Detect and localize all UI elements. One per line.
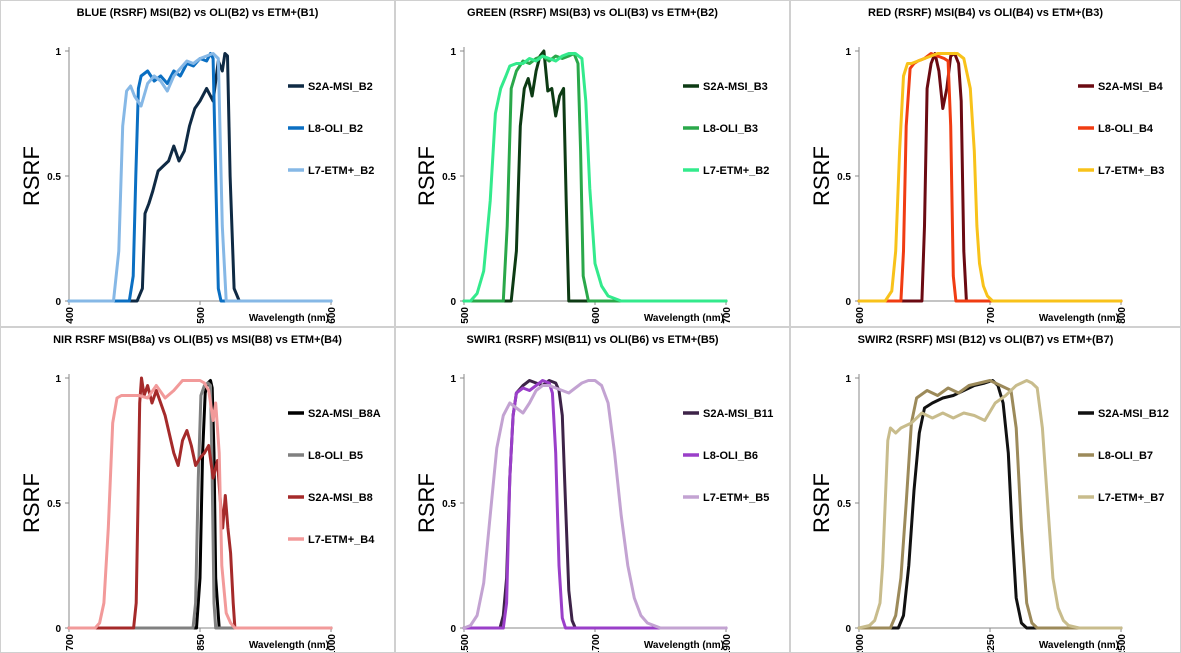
series-line <box>67 376 333 630</box>
series-line <box>462 379 728 630</box>
x-axis-label: Wavelength (nm) <box>249 640 329 651</box>
y-tick-label: 0 <box>450 297 456 308</box>
y-tick-label: 1 <box>845 374 851 385</box>
x-axis-label: Wavelength (nm) <box>1039 313 1119 324</box>
legend-label: S2A-MSI_B12 <box>1098 408 1169 420</box>
legend-label: S2A-MSI_B3 <box>703 81 768 93</box>
y-tick-label: 0 <box>55 624 61 635</box>
series-line <box>857 379 1123 630</box>
legend-label: L8-OLI_B2 <box>308 123 363 135</box>
x-tick-label: 1000 <box>327 634 338 652</box>
legend-label: L8-OLI_B3 <box>703 123 758 135</box>
chart-panel: GREEN (RSRF) MSI(B3) vs OLI(B3) vs ETM+(… <box>395 0 790 327</box>
series-line <box>67 52 333 303</box>
series-line <box>462 52 728 303</box>
legend-label: L7-ETM+_B5 <box>703 492 769 504</box>
x-tick-label: 2500 <box>1117 634 1128 652</box>
legend-label: L7-ETM+_B2 <box>308 165 374 177</box>
y-tick-label: 1 <box>450 374 456 385</box>
series-line <box>857 52 1123 303</box>
x-axis-label: Wavelength (nm) <box>249 313 329 324</box>
x-tick-label: 600 <box>591 307 602 324</box>
chart-title: GREEN (RSRF) MSI(B3) vs OLI(B3) vs ETM+(… <box>467 7 718 19</box>
x-tick-label: 700 <box>722 307 733 324</box>
x-axis-label: Wavelength (nm) <box>644 313 724 324</box>
legend-label: L8-OLI_B7 <box>1098 450 1153 462</box>
x-axis-label: Wavelength (nm) <box>644 640 724 651</box>
series-line <box>857 52 1123 303</box>
y-tick-label: 0.5 <box>837 499 851 510</box>
legend-label: S2A-MSI_B11 <box>703 408 773 420</box>
chart-panel: SWIR2 (RSRF) MSI (B12) vs OLI(B7) vs ETM… <box>790 327 1181 653</box>
chart-title: SWIR1 (RSRF) MSI(B11) vs OLI(B6) vs ETM+… <box>466 334 719 346</box>
y-tick-label: 1 <box>450 47 456 58</box>
chart-panel: SWIR1 (RSRF) MSI(B11) vs OLI(B6) vs ETM+… <box>395 327 790 653</box>
series-line <box>462 52 728 303</box>
chart-title: SWIR2 (RSRF) MSI (B12) vs OLI(B7) vs ETM… <box>857 334 1114 346</box>
series-line <box>857 379 1123 630</box>
series-line <box>462 379 728 630</box>
y-tick-label: 0.5 <box>47 172 61 183</box>
chart-panel: BLUE (RSRF) MSI(B2) vs OLI(B2) vs ETM+(B… <box>0 0 395 327</box>
series-line <box>67 52 333 303</box>
y-tick-label: 0.5 <box>47 499 61 510</box>
legend-label: L8-OLI_B6 <box>703 450 758 462</box>
chart-title: RED (RSRF) MSI(B4) vs OLI(B4) vs ETM+(B3… <box>868 7 1103 19</box>
series-line <box>67 52 333 303</box>
legend-label: S2A-MSI_B4 <box>1098 81 1164 93</box>
x-tick-label: 1700 <box>591 634 602 652</box>
x-tick-label: 700 <box>65 634 76 651</box>
y-tick-label: 0.5 <box>442 499 456 510</box>
series-line <box>67 379 333 630</box>
x-tick-label: 2250 <box>986 634 997 652</box>
x-tick-label: 800 <box>1117 307 1128 324</box>
x-tick-label: 500 <box>196 307 207 324</box>
legend-label: L7-ETM+_B2 <box>703 165 769 177</box>
legend-label: L8-OLI_B4 <box>1098 123 1154 135</box>
y-tick-label: 1 <box>55 47 61 58</box>
x-tick-label: 850 <box>196 634 207 651</box>
y-tick-label: 0.5 <box>837 172 851 183</box>
x-tick-label: 600 <box>855 307 866 324</box>
legend-label: S2A-MSI_B2 <box>308 81 373 93</box>
x-axis-label: Wavelength (nm) <box>1039 640 1119 651</box>
x-tick-label: 2000 <box>855 634 866 652</box>
legend-label: L8-OLI_B5 <box>308 450 363 462</box>
legend-label: S2A-MSI_B8 <box>308 492 373 504</box>
x-tick-label: 500 <box>460 307 471 324</box>
x-tick-label: 700 <box>986 307 997 324</box>
series-line <box>67 379 333 630</box>
y-tick-label: 0 <box>845 297 851 308</box>
legend-label: L7-ETM+_B7 <box>1098 492 1164 504</box>
x-tick-label: 600 <box>327 307 338 324</box>
chart-panel: NIR RSRF MSI(B8a) vs OLI(B5) vs MSI(B8) … <box>0 327 395 653</box>
chart-panel: RED (RSRF) MSI(B4) vs OLI(B4) vs ETM+(B3… <box>790 0 1181 327</box>
series-line <box>462 49 728 303</box>
y-tick-label: 0 <box>55 297 61 308</box>
y-tick-label: 1 <box>55 374 61 385</box>
legend-label: L7-ETM+_B4 <box>308 534 375 546</box>
y-tick-label: 1 <box>845 47 851 58</box>
legend-label: L7-ETM+_B3 <box>1098 165 1164 177</box>
x-tick-label: 1900 <box>722 634 733 652</box>
y-tick-label: 0.5 <box>442 172 456 183</box>
x-tick-label: 400 <box>65 307 76 324</box>
legend-label: S2A-MSI_B8A <box>308 408 381 420</box>
y-tick-label: 0 <box>845 624 851 635</box>
series-line <box>857 379 1123 630</box>
chart-title: BLUE (RSRF) MSI(B2) vs OLI(B2) vs ETM+(B… <box>76 7 319 19</box>
x-tick-label: 1500 <box>460 634 471 652</box>
y-tick-label: 0 <box>450 624 456 635</box>
chart-title: NIR RSRF MSI(B8a) vs OLI(B5) vs MSI(B8) … <box>53 334 342 346</box>
